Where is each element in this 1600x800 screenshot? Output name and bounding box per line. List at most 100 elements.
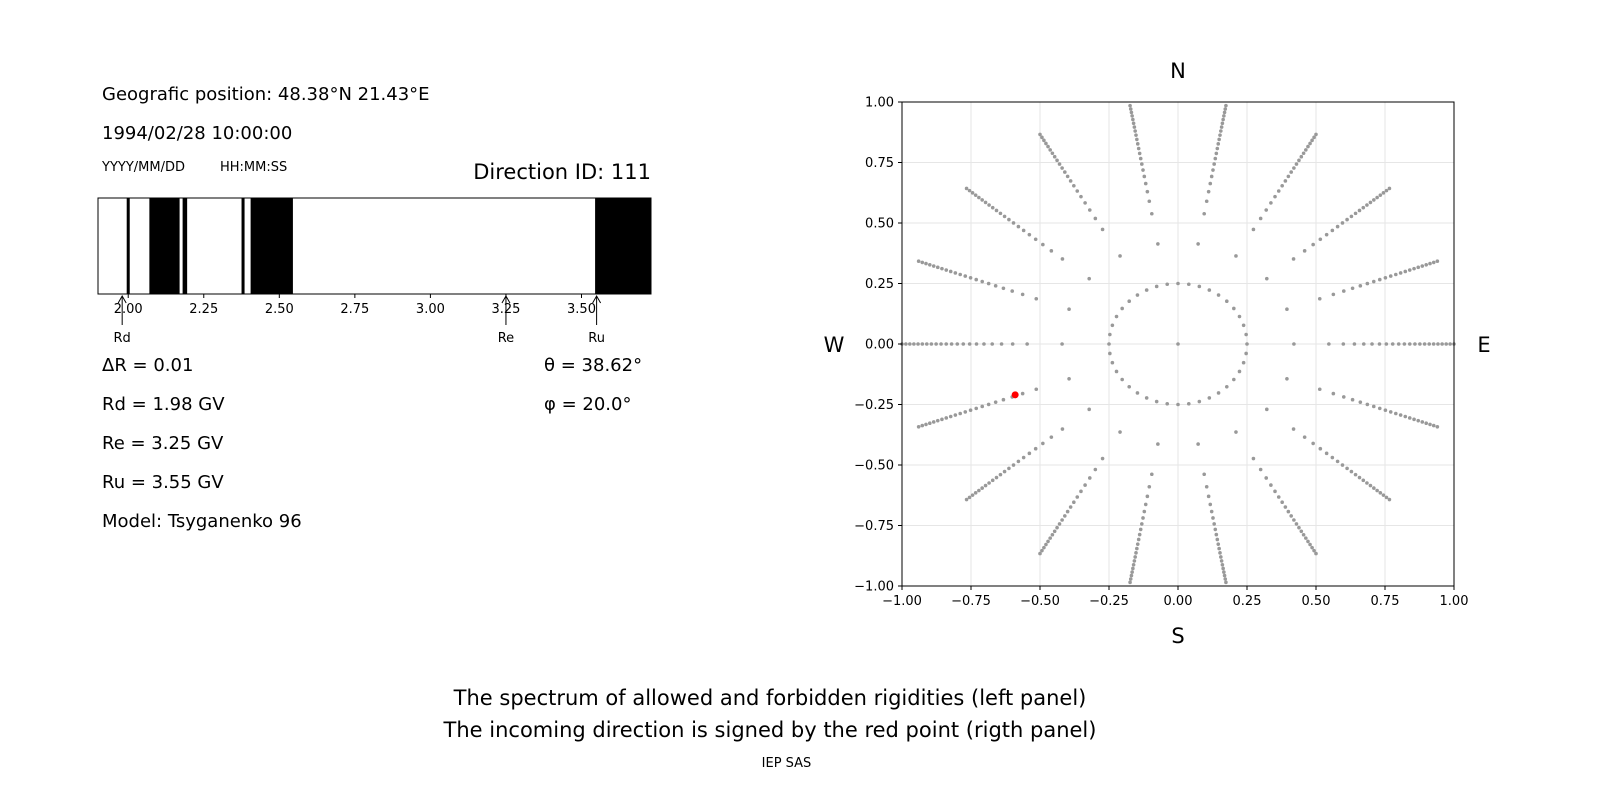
direction-point — [1285, 376, 1289, 381]
direction-point — [1016, 224, 1021, 229]
direction-point — [1371, 404, 1376, 409]
direction-point — [1072, 500, 1076, 505]
direction-point — [1302, 435, 1307, 439]
direction-point — [1007, 217, 1011, 222]
direction-point — [1286, 509, 1291, 514]
direction-point — [1350, 397, 1355, 402]
direction-point — [1398, 271, 1403, 275]
direction-point — [1145, 494, 1150, 499]
direction-point — [1063, 170, 1067, 174]
direction-point — [1341, 342, 1346, 346]
direction-point — [1327, 342, 1331, 346]
direction-point — [1040, 548, 1044, 553]
direction-point — [1127, 384, 1132, 389]
direction-point — [1052, 529, 1057, 534]
rd-value: Rd = 1.98 GV — [102, 394, 225, 415]
direction-point — [1375, 488, 1379, 493]
y-tick-label: 0.75 — [865, 156, 894, 171]
direction-point — [1075, 495, 1080, 499]
direction-point — [944, 268, 949, 272]
direction-point — [1144, 396, 1149, 400]
direction-point — [1237, 369, 1242, 374]
direction-point — [1135, 293, 1140, 297]
direction-point — [1420, 264, 1425, 268]
direction-point — [1108, 351, 1112, 356]
direction-point — [1223, 577, 1228, 581]
direction-point — [1055, 158, 1059, 163]
x-tick-label: 0.50 — [1302, 594, 1331, 609]
direction-point — [1413, 342, 1417, 346]
direction-point — [1128, 580, 1132, 585]
direction-point — [1135, 542, 1140, 546]
direction-point — [949, 342, 954, 346]
direction-point — [1132, 125, 1137, 129]
direction-point — [1110, 360, 1115, 365]
model-name: Model: Tsyganenko 96 — [102, 511, 302, 532]
direction-point — [928, 421, 932, 426]
direction-point — [1330, 228, 1335, 233]
direction-point — [1222, 110, 1227, 115]
direction-point — [980, 486, 984, 490]
direction-point — [1216, 391, 1221, 395]
direction-point — [1128, 577, 1133, 581]
direction-point — [1120, 377, 1124, 382]
direction-point — [1314, 551, 1318, 556]
direction-point — [1381, 493, 1386, 497]
phi-value: φ = 20.0° — [544, 394, 632, 415]
direction-point — [1350, 286, 1355, 291]
direction-point — [1068, 179, 1073, 183]
direction-point — [1135, 137, 1139, 142]
direction-point — [1057, 162, 1062, 166]
direction-point — [1130, 570, 1134, 574]
direction-point — [912, 342, 916, 346]
direction-point — [1335, 459, 1340, 464]
direction-point — [998, 211, 1003, 216]
direction-point — [1435, 424, 1440, 429]
direction-point — [1424, 421, 1428, 426]
direction-point — [1020, 391, 1025, 396]
direction-point — [1283, 505, 1288, 509]
credit-label: IEP SAS — [761, 756, 812, 771]
direction-point — [1207, 396, 1212, 400]
direction-point — [1440, 342, 1444, 346]
direction-point — [1214, 151, 1219, 156]
direction-point — [1034, 387, 1039, 392]
caption-line-1: The spectrum of allowed and forbidden ri… — [453, 686, 1087, 710]
direction-point — [1129, 110, 1134, 115]
y-tick-label: −0.25 — [854, 398, 894, 413]
direction-point — [1016, 459, 1021, 464]
direction-point — [944, 416, 949, 420]
direction-point — [1218, 133, 1222, 137]
direction-point — [1208, 502, 1213, 507]
direction-point — [1138, 527, 1143, 532]
direction-point — [1264, 276, 1269, 281]
x-tick-label: 0.00 — [1164, 594, 1193, 609]
direction-point — [973, 491, 978, 495]
direction-point — [1232, 306, 1236, 311]
direction-point — [1055, 525, 1059, 530]
direction-point — [1075, 189, 1080, 193]
direction-point — [1067, 376, 1071, 381]
direction-point — [967, 342, 972, 346]
direction-point — [1204, 484, 1209, 489]
direction-point — [939, 342, 943, 346]
direction-point — [1264, 476, 1269, 480]
direction-point — [977, 195, 981, 200]
direction-point — [1033, 237, 1038, 242]
direction-point — [1165, 282, 1170, 287]
direction-point — [990, 342, 995, 346]
direction-point — [1341, 395, 1346, 399]
direction-point — [1292, 518, 1296, 522]
direction-point — [1340, 463, 1345, 467]
direction-point — [970, 191, 975, 195]
direction-point — [1222, 114, 1226, 118]
direction-point — [1196, 242, 1200, 246]
direction-point — [1211, 516, 1215, 520]
direction-point — [916, 424, 921, 429]
direction-point — [1285, 307, 1289, 312]
direction-point — [986, 402, 991, 407]
direction-point — [1357, 475, 1362, 480]
direction-point — [1306, 144, 1310, 149]
direction-point — [1033, 446, 1038, 451]
direction-point — [1352, 342, 1357, 346]
